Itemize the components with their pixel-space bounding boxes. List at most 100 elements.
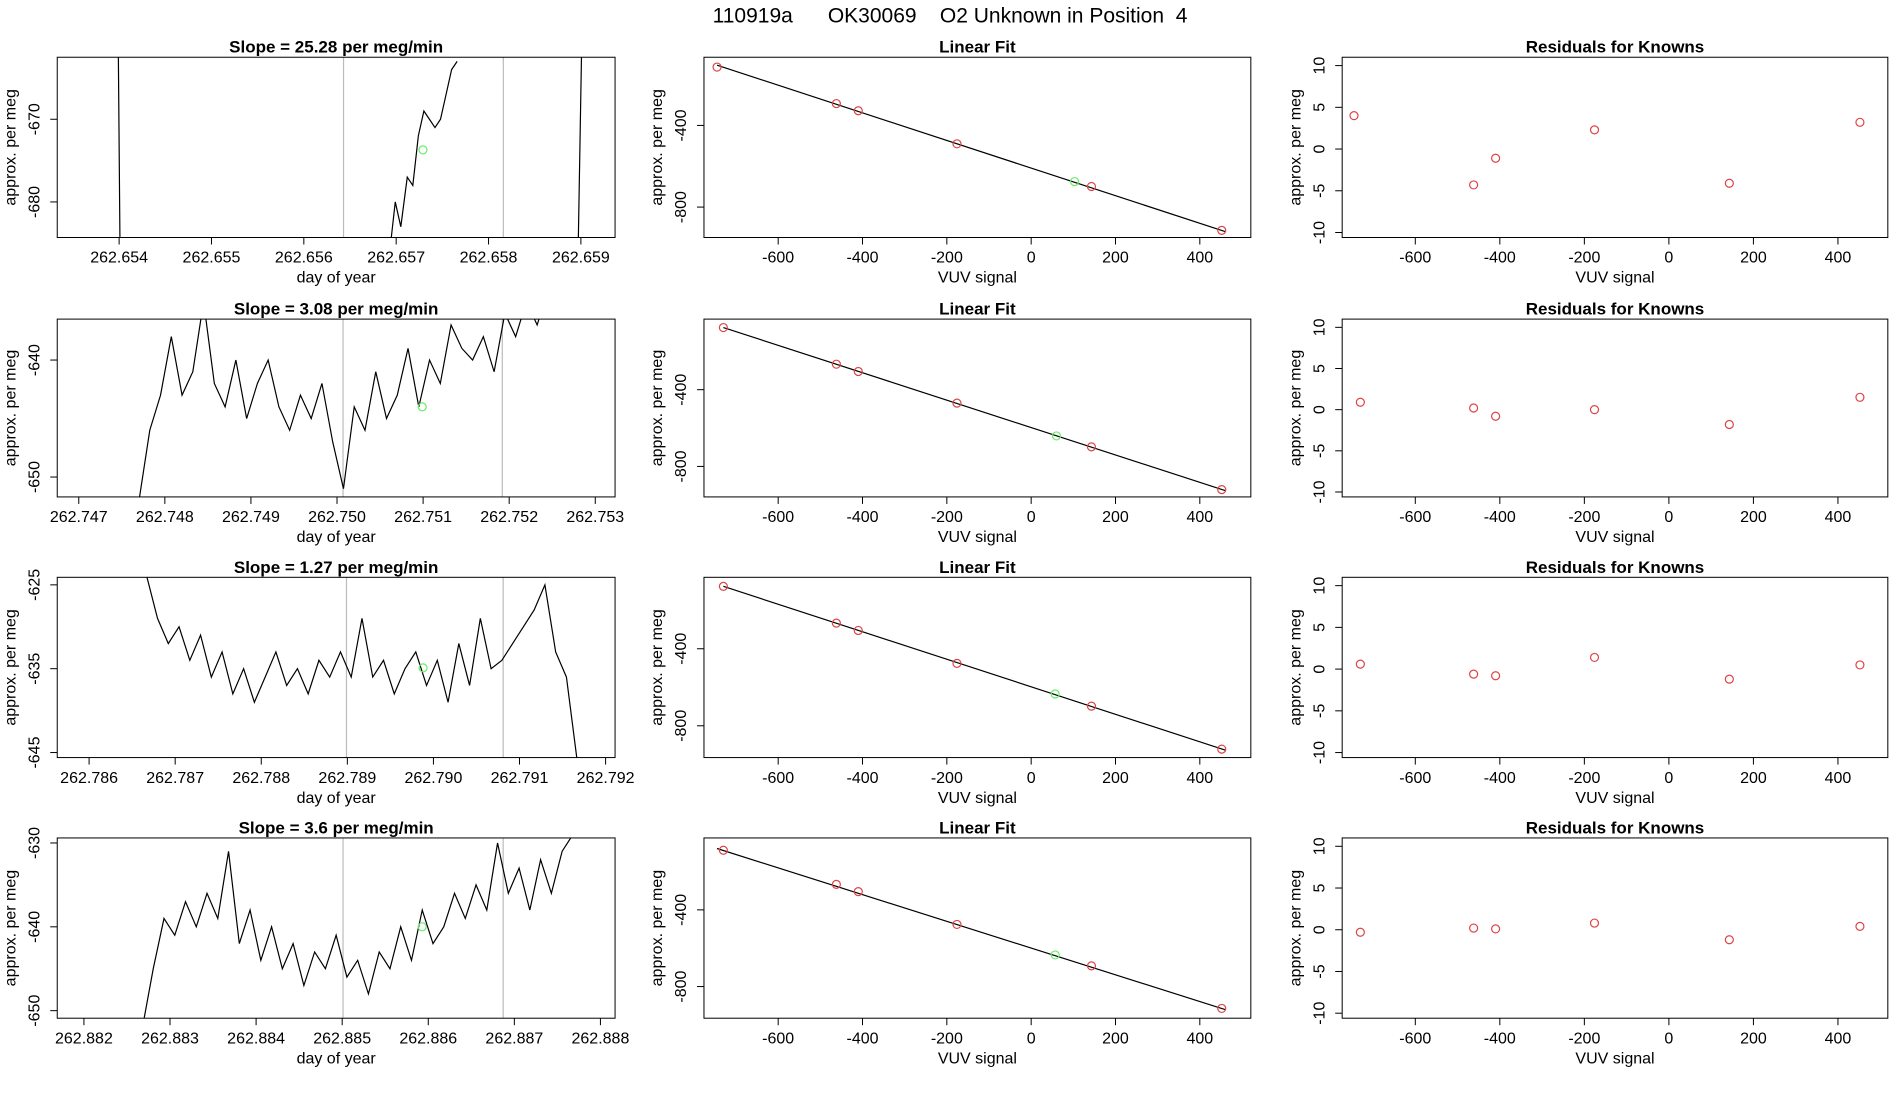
x-tick-label: 262.751 [394, 509, 452, 526]
data-point [1217, 1003, 1227, 1014]
plot-area [1349, 111, 1865, 190]
x-tick-label: 262.790 [405, 770, 463, 787]
panel-title: Residuals for Knowns [1526, 558, 1705, 577]
panel: Slope = 3.08 per meg/min day of year appro… [2, 300, 624, 547]
y-axis-label: approx. per meg [1287, 350, 1304, 467]
y-tick-label: -5 [1311, 704, 1328, 718]
x-tick-label: 400 [1825, 770, 1852, 787]
y-tick-label: 10 [1311, 57, 1328, 75]
y-tick-label: -400 [673, 633, 690, 665]
x-tick-label: 200 [1102, 1030, 1129, 1047]
y-tick-label: -10 [1311, 480, 1328, 503]
panel-title: Linear Fit [939, 818, 1016, 837]
data-point [1589, 125, 1600, 135]
x-axis-label: day of year [297, 529, 377, 546]
y-tick-label: -800 [673, 450, 690, 482]
y-tick-label: 5 [1311, 103, 1328, 112]
data-line [716, 64, 1226, 233]
plot-area [716, 845, 1227, 1014]
x-axis-label: day of year [297, 790, 377, 807]
y-tick-label: -400 [673, 894, 690, 926]
y-axis-label: approx. per meg [1287, 89, 1304, 206]
y-tick-label: 0 [1311, 925, 1328, 934]
x-tick-label: 262.786 [60, 770, 118, 787]
x-tick-label: 400 [1825, 509, 1852, 526]
plot-frame [1341, 576, 1889, 759]
x-tick-label: 200 [1102, 509, 1129, 526]
x-tick-label: -200 [931, 250, 963, 267]
panel: Linear Fit VUV signal approx. per meg -600 -… [649, 300, 1252, 546]
y-axis-label: approx. per meg [2, 350, 19, 467]
plot-frame [703, 318, 1252, 498]
data-point [718, 845, 728, 855]
x-axis-label: VUV signal [1575, 790, 1654, 807]
data-point [831, 359, 841, 369]
plot-area [1355, 918, 1865, 945]
panel: Residuals for Knowns VUV signal approx. pe… [1287, 818, 1889, 1067]
panel-title: Residuals for Knowns [1526, 38, 1705, 57]
data-point [952, 658, 962, 668]
x-tick-label: 200 [1102, 770, 1129, 787]
data-point [1086, 961, 1097, 971]
panel: Residuals for Knowns VUV signal approx. pe… [1287, 38, 1889, 287]
x-tick-label: 262.752 [480, 509, 538, 526]
plot-area [1355, 652, 1865, 684]
x-tick-label: 0 [1664, 509, 1673, 526]
x-tick-label: 400 [1186, 1030, 1213, 1047]
data-line [723, 585, 1226, 751]
x-axis-label: VUV signal [1575, 529, 1654, 546]
y-axis-label: approx. per meg [1287, 609, 1304, 726]
x-tick-label: 262.750 [308, 509, 366, 526]
y-tick-label: 10 [1311, 318, 1328, 336]
data-point [952, 398, 962, 408]
plot-frame [1341, 837, 1889, 1019]
y-tick-label: 10 [1311, 837, 1328, 855]
y-axis-label: approx. per meg [649, 870, 666, 987]
data-line [143, 837, 572, 1019]
data-point [831, 98, 841, 109]
x-tick-label: -200 [1568, 770, 1600, 787]
data-line [117, 57, 583, 238]
x-tick-label: -600 [762, 250, 794, 267]
x-tick-label: 262.882 [55, 1030, 113, 1047]
data-point [1051, 431, 1062, 441]
x-tick-label: -200 [931, 1030, 963, 1047]
x-tick-label: -400 [846, 509, 878, 526]
x-axis-label: VUV signal [1575, 270, 1654, 287]
x-tick-label: 400 [1825, 250, 1852, 267]
data-point [712, 62, 722, 72]
x-tick-label: 262.787 [146, 770, 204, 787]
plot-frame [1341, 56, 1889, 238]
y-tick-label: -800 [673, 970, 690, 1002]
x-tick-label: 200 [1740, 770, 1767, 787]
plot-frame [703, 837, 1252, 1019]
plot-area [718, 581, 1227, 754]
x-tick-label: 262.659 [552, 250, 610, 267]
y-tick-label: -400 [673, 109, 690, 141]
y-tick-label: -10 [1311, 1002, 1328, 1025]
plot-area [117, 57, 583, 238]
y-tick-label: -645 [26, 736, 43, 768]
panel: Slope = 3.6 per meg/min day of year approx… [2, 818, 629, 1067]
data-point [1050, 950, 1060, 960]
page-title: 110919a OK30069 O2 Unknown in Position 4 [713, 5, 1188, 28]
x-axis-label: day of year [297, 270, 377, 287]
y-tick-label: -800 [673, 710, 690, 742]
x-axis-label: VUV signal [938, 790, 1017, 807]
y-tick-label: -680 [26, 186, 43, 218]
x-tick-label: 262.748 [136, 509, 194, 526]
x-tick-label: -600 [762, 1030, 794, 1047]
data-point [1217, 225, 1227, 235]
data-point [1855, 660, 1865, 670]
x-tick-label: 262.655 [183, 250, 241, 267]
data-point [1589, 918, 1600, 928]
x-axis-label: VUV signal [938, 529, 1017, 546]
plot-area [146, 577, 578, 758]
plot-frame [56, 837, 616, 1019]
x-tick-label: 262.883 [141, 1030, 199, 1047]
panel-title: Slope = 3.6 per meg/min [239, 818, 434, 837]
x-tick-label: 0 [1027, 770, 1036, 787]
x-tick-label: 262.886 [399, 1030, 457, 1047]
x-tick-label: -600 [1399, 509, 1431, 526]
y-tick-label: 0 [1311, 665, 1328, 674]
